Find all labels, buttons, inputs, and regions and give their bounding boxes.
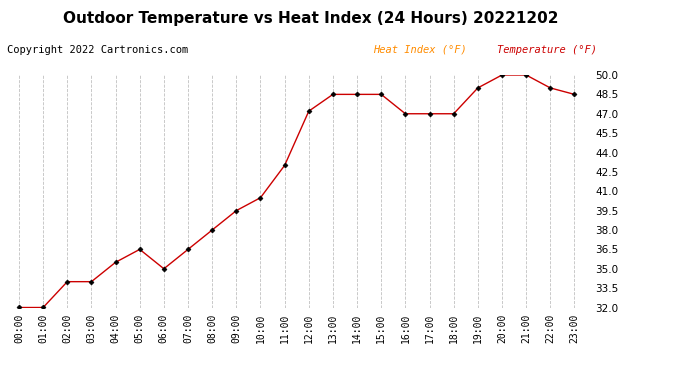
Text: Temperature (°F): Temperature (°F) — [497, 45, 597, 55]
Text: Outdoor Temperature vs Heat Index (24 Hours) 20221202: Outdoor Temperature vs Heat Index (24 Ho… — [63, 11, 558, 26]
Text: Copyright 2022 Cartronics.com: Copyright 2022 Cartronics.com — [7, 45, 188, 55]
Text: Heat Index (°F): Heat Index (°F) — [373, 45, 466, 55]
